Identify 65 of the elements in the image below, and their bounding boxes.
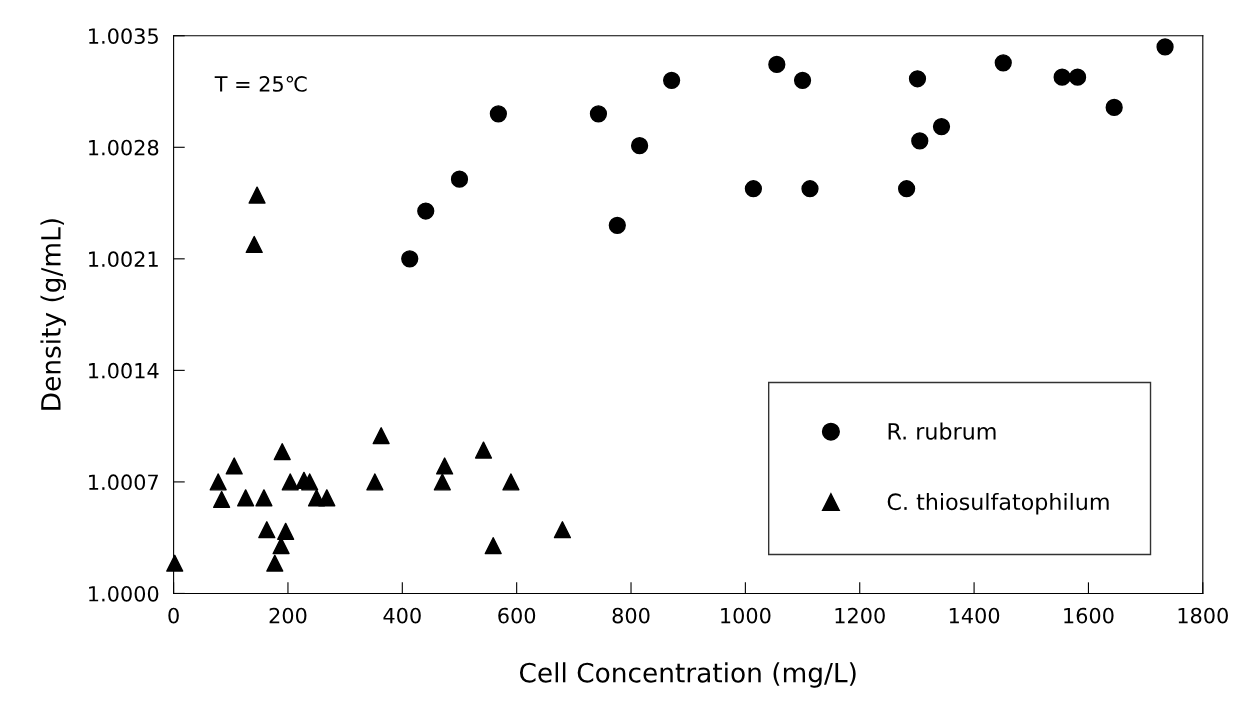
point xyxy=(401,250,419,268)
y-tick-label: 1.0014 xyxy=(89,362,159,379)
point xyxy=(248,186,266,204)
point xyxy=(663,71,681,89)
point xyxy=(372,427,390,445)
point xyxy=(608,216,626,234)
point xyxy=(237,489,255,507)
point xyxy=(484,537,502,555)
x-tick-label: 1200 xyxy=(835,607,885,624)
point xyxy=(225,457,243,475)
point xyxy=(277,522,295,540)
point xyxy=(489,105,507,123)
point xyxy=(255,489,273,507)
point xyxy=(450,170,469,188)
x-tick-label: 1000 xyxy=(721,607,771,624)
point xyxy=(1105,98,1123,117)
x-tick-label: 600 xyxy=(498,607,536,624)
point xyxy=(258,521,276,539)
point xyxy=(474,441,493,459)
point xyxy=(266,554,284,572)
x-tick-label: 0 xyxy=(168,607,179,624)
point xyxy=(630,137,649,155)
legend-label: R. rubrum xyxy=(888,422,996,440)
legend-label: C. thiosulfatophilum xyxy=(887,492,1109,515)
point xyxy=(898,180,916,198)
y-tick-label: 1.0028 xyxy=(89,139,159,156)
point xyxy=(281,473,299,491)
x-tick-label: 1400 xyxy=(949,607,1000,624)
point xyxy=(801,180,819,198)
point xyxy=(301,473,319,491)
x-axis-title: Cell Concentration (mg/L) xyxy=(519,662,856,688)
y-tick-label: 1.0000 xyxy=(89,585,159,602)
y-tick-label: 1.0021 xyxy=(89,251,158,268)
point xyxy=(502,473,520,491)
point xyxy=(366,473,384,491)
point xyxy=(908,70,927,88)
point xyxy=(209,473,227,491)
point xyxy=(793,71,812,89)
point xyxy=(166,554,184,572)
point xyxy=(744,180,762,198)
point xyxy=(1068,68,1087,86)
point xyxy=(553,521,572,539)
point xyxy=(911,132,929,150)
x-tick-label: 400 xyxy=(383,607,421,624)
point xyxy=(768,55,786,74)
x-tick-label: 1600 xyxy=(1064,607,1114,624)
point xyxy=(318,489,336,507)
point xyxy=(213,490,231,509)
point xyxy=(273,443,291,461)
point xyxy=(994,54,1012,72)
x-tick-label: 1800 xyxy=(1178,607,1228,624)
annotation: T = 25℃ xyxy=(214,76,307,92)
point xyxy=(932,117,951,136)
y-axis-title: Density (g/mL) xyxy=(40,219,66,410)
point xyxy=(1156,38,1174,56)
point xyxy=(245,235,263,254)
y-tick-label: 1.0007 xyxy=(89,474,158,491)
point xyxy=(417,202,435,220)
x-tick-label: 200 xyxy=(269,607,307,624)
y-tick-label: 1.0035 xyxy=(89,28,158,44)
point xyxy=(589,105,608,123)
point xyxy=(1053,68,1071,86)
point xyxy=(433,473,451,491)
point xyxy=(436,457,454,475)
x-tick-label: 800 xyxy=(612,607,650,624)
